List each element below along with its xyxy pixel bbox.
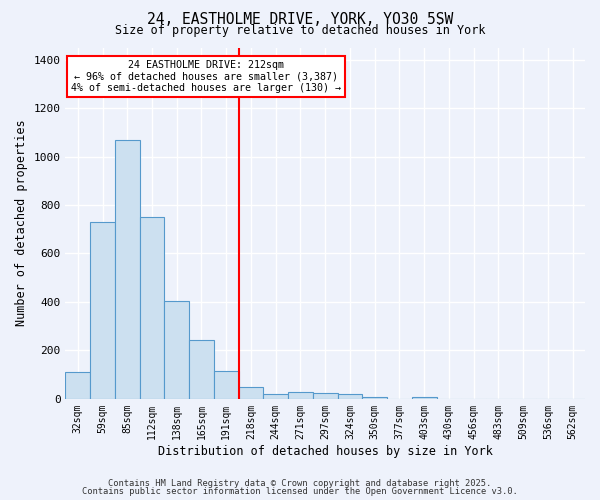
Bar	[313, 393, 338, 399]
Bar	[140, 217, 164, 399]
Bar	[65, 372, 90, 399]
Text: Size of property relative to detached houses in York: Size of property relative to detached ho…	[115, 24, 485, 37]
Text: 24 EASTHOLME DRIVE: 212sqm
← 96% of detached houses are smaller (3,387)
4% of se: 24 EASTHOLME DRIVE: 212sqm ← 96% of deta…	[71, 60, 341, 93]
Bar	[288, 392, 313, 399]
X-axis label: Distribution of detached houses by size in York: Distribution of detached houses by size …	[158, 444, 493, 458]
Y-axis label: Number of detached properties: Number of detached properties	[15, 120, 28, 326]
Bar	[412, 397, 437, 399]
Bar	[214, 371, 239, 399]
Bar	[263, 394, 288, 399]
Bar	[90, 222, 115, 399]
Bar	[164, 300, 189, 399]
Bar	[362, 397, 387, 399]
Text: Contains HM Land Registry data © Crown copyright and database right 2025.: Contains HM Land Registry data © Crown c…	[109, 478, 491, 488]
Text: Contains public sector information licensed under the Open Government Licence v3: Contains public sector information licen…	[82, 487, 518, 496]
Bar	[189, 340, 214, 399]
Bar	[338, 394, 362, 399]
Bar	[239, 386, 263, 399]
Text: 24, EASTHOLME DRIVE, YORK, YO30 5SW: 24, EASTHOLME DRIVE, YORK, YO30 5SW	[147, 12, 453, 28]
Bar	[115, 140, 140, 399]
